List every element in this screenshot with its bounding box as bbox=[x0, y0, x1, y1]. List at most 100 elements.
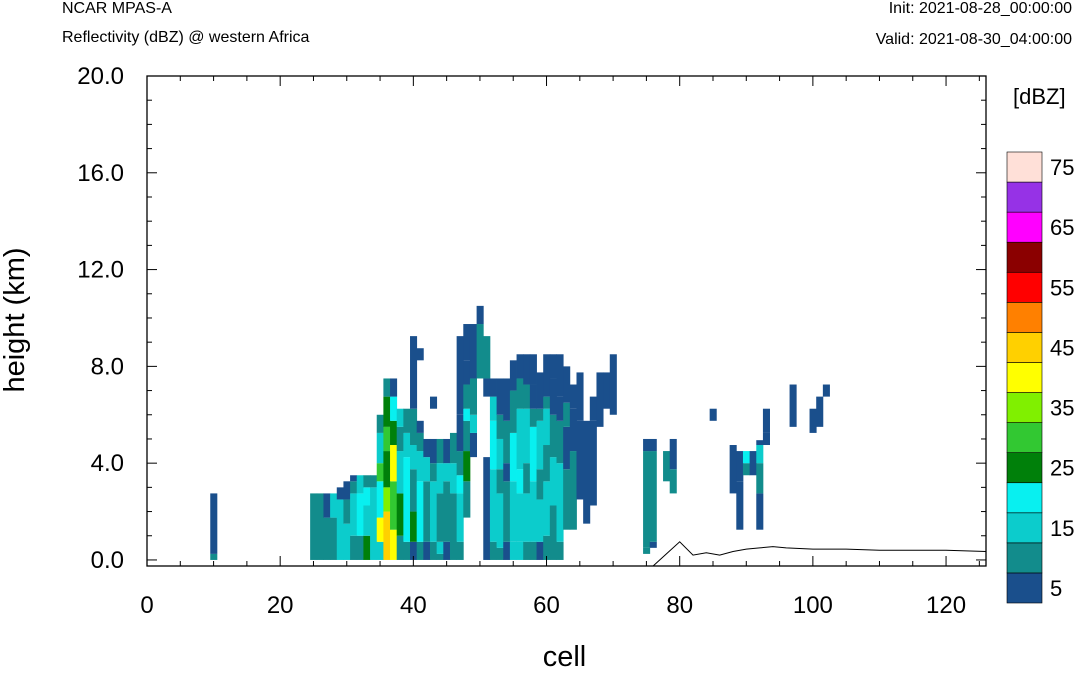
reflectivity-cell bbox=[449, 432, 458, 464]
colorbar-label: 45 bbox=[1050, 335, 1074, 360]
reflectivity-cell bbox=[383, 396, 391, 427]
reflectivity-cell bbox=[456, 475, 464, 494]
reflectivity-cell bbox=[496, 438, 504, 470]
reflectivity-cell bbox=[563, 366, 571, 403]
reflectivity-cell bbox=[423, 438, 431, 458]
reflectivity-cell bbox=[563, 426, 571, 470]
colorbar-swatch bbox=[1006, 332, 1043, 363]
reflectivity-cell bbox=[736, 481, 744, 530]
y-tick-label: 16.0 bbox=[77, 160, 124, 187]
reflectivity-cell bbox=[549, 457, 557, 506]
reflectivity-cell bbox=[489, 541, 497, 560]
reflectivity-cell bbox=[423, 541, 431, 560]
reflectivity-cell bbox=[443, 541, 451, 560]
reflectivity-cell bbox=[649, 451, 657, 542]
reflectivity-cell bbox=[469, 378, 478, 415]
reflectivity-cell bbox=[536, 408, 544, 421]
reflectivity-cell bbox=[469, 324, 478, 379]
colorbar-label: 65 bbox=[1050, 215, 1074, 240]
reflectivity-cell bbox=[469, 432, 478, 458]
colorbar-swatch bbox=[1006, 392, 1043, 423]
reflectivity-cell bbox=[456, 336, 464, 415]
reflectivity-cell bbox=[509, 390, 517, 433]
reflectivity-cell bbox=[503, 463, 511, 482]
reflectivity-cell bbox=[549, 378, 557, 415]
reflectivity-cell bbox=[469, 414, 478, 433]
reflectivity-cell bbox=[543, 445, 551, 482]
reflectivity-cell bbox=[356, 475, 364, 494]
colorbar-label: 35 bbox=[1050, 396, 1074, 421]
reflectivity-cell bbox=[742, 463, 751, 476]
reflectivity-cell bbox=[596, 372, 604, 427]
reflectivity-cell bbox=[416, 432, 424, 452]
reflectivity-cell bbox=[523, 541, 531, 560]
reflectivity-cell bbox=[423, 481, 431, 542]
reflectivity-cell bbox=[603, 372, 611, 409]
reflectivity-cell bbox=[376, 541, 384, 560]
reflectivity-cell bbox=[443, 463, 451, 482]
terrain-profile bbox=[147, 541, 987, 567]
reflectivity-cell bbox=[330, 493, 338, 518]
reflectivity-cell bbox=[463, 451, 471, 482]
reflectivity-cell bbox=[363, 487, 371, 506]
reflectivity-cell bbox=[476, 305, 484, 325]
reflectivity-cell bbox=[410, 336, 418, 409]
reflectivity-cell bbox=[403, 432, 411, 458]
reflectivity-cell bbox=[536, 469, 544, 500]
reflectivity-cell bbox=[370, 487, 378, 560]
reflectivity-cell bbox=[396, 408, 404, 427]
reflectivity-cell bbox=[583, 420, 591, 524]
field-description: Reflectivity (dBZ) @ western Africa bbox=[62, 29, 310, 46]
colorbar-swatch bbox=[1006, 452, 1043, 484]
reflectivity-cell bbox=[383, 426, 391, 452]
reflectivity-cell bbox=[436, 553, 444, 560]
reflectivity-cell bbox=[436, 463, 444, 494]
reflectivity-cell bbox=[749, 451, 757, 476]
reflectivity-cell bbox=[363, 475, 371, 488]
reflectivity-cell bbox=[383, 511, 391, 560]
reflectivity-cell bbox=[762, 408, 770, 433]
reflectivity-cell bbox=[549, 354, 557, 379]
reflectivity-cell bbox=[643, 451, 651, 548]
x-tick-label: 20 bbox=[267, 592, 294, 619]
reflectivity-cell bbox=[543, 396, 551, 409]
reflectivity-cell bbox=[569, 408, 577, 452]
reflectivity-cell bbox=[529, 481, 537, 542]
reflectivity-cell bbox=[463, 408, 471, 421]
reflectivity-cell bbox=[323, 493, 331, 518]
reflectivity-cell bbox=[709, 408, 717, 421]
x-tick-label: 80 bbox=[666, 592, 693, 619]
reflectivity-cell bbox=[736, 451, 744, 482]
reflectivity-cell bbox=[383, 487, 391, 512]
reflectivity-cell bbox=[516, 541, 524, 560]
reflectivity-cell bbox=[529, 541, 537, 560]
reflectivity-cell bbox=[396, 451, 404, 494]
reflectivity-cell bbox=[543, 408, 551, 446]
reflectivity-cell bbox=[456, 541, 464, 560]
reflectivity-cell bbox=[410, 541, 418, 560]
reflectivity-cell bbox=[756, 440, 764, 446]
reflectivity-cell bbox=[456, 451, 464, 476]
colorbar-label: 55 bbox=[1050, 275, 1074, 300]
reflectivity-cell bbox=[556, 463, 564, 542]
reflectivity-cell bbox=[429, 541, 438, 560]
y-tick-label: 8.0 bbox=[91, 353, 124, 380]
reflectivity-cell bbox=[410, 469, 418, 512]
reflectivity-cell bbox=[496, 547, 504, 560]
reflectivity-cell bbox=[376, 517, 384, 542]
reflectivity-cell bbox=[516, 378, 524, 409]
reflectivity-cell bbox=[210, 493, 218, 554]
colorbar-swatch bbox=[1006, 512, 1043, 544]
reflectivity-cell bbox=[589, 396, 597, 421]
colorbar-swatch bbox=[1006, 542, 1043, 574]
reflectivity-cell bbox=[383, 378, 391, 397]
reflectivity-cell bbox=[416, 481, 424, 542]
reflectivity-cell bbox=[516, 354, 524, 379]
reflectivity-cell bbox=[449, 463, 458, 494]
colorbar-units: [dBZ] bbox=[1013, 84, 1066, 109]
reflectivity-cell bbox=[343, 481, 351, 500]
reflectivity-cell bbox=[376, 463, 384, 482]
reflectivity-cell bbox=[336, 487, 344, 500]
x-tick-label: 0 bbox=[140, 592, 153, 619]
